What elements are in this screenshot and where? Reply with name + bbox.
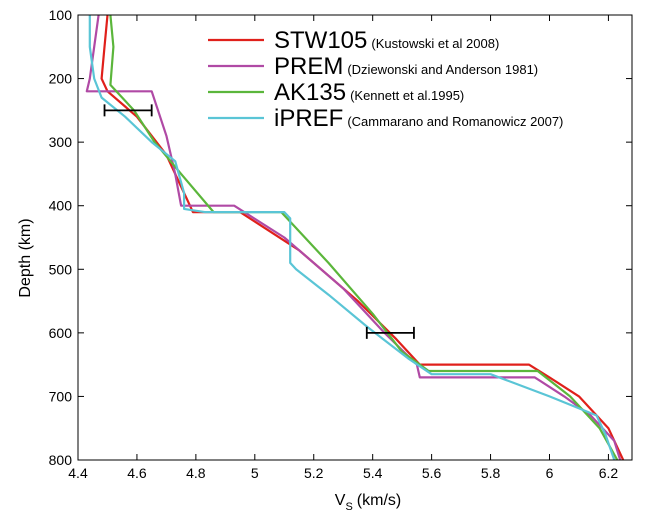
y-tick-label: 300 [49, 134, 73, 150]
legend-series-name: AK135 [274, 79, 346, 106]
series-line-ak135 [109, 15, 619, 460]
x-tick-label: 6 [546, 465, 554, 481]
y-tick-label: 700 [49, 388, 73, 404]
legend-series-name: PREM [274, 53, 343, 80]
series-line-prem [85, 15, 622, 460]
error-bar-1 [103, 104, 153, 117]
error-bar-layer [103, 104, 415, 339]
legend-series-reference: (Dziewonski and Anderson 1981) [347, 62, 538, 77]
series-line-stw105 [100, 15, 625, 460]
legend-series-name: iPREF [274, 105, 343, 132]
series-layer [85, 15, 625, 460]
x-axis-label-symbol: V [335, 492, 346, 509]
x-tick-label: 5.4 [363, 465, 383, 481]
series-line-ipref [88, 15, 616, 460]
x-axis-label: VS (km/s) [335, 492, 401, 513]
legend-entry-stw105: STW105 (Kustowski et al 2008) [208, 27, 499, 54]
x-tick-label: 4.8 [186, 465, 206, 481]
y-tick-label: 800 [49, 452, 73, 468]
y-tick-label: 600 [49, 325, 73, 341]
x-tick-label: 6.2 [599, 465, 619, 481]
legend-label: iPREF (Cammarano and Romanowicz 2007) [274, 105, 563, 132]
plot-frame [77, 14, 633, 461]
x-axis-label-subscript: S [345, 501, 352, 513]
y-tick-label: 400 [49, 198, 73, 214]
y-tick-label: 200 [49, 71, 73, 87]
y-tick-label: 100 [49, 7, 73, 23]
legend-entry-prem: PREM (Dziewonski and Anderson 1981) [208, 53, 538, 80]
legend-entry-ak135: AK135 (Kennett et al.1995) [208, 79, 464, 106]
x-tick-label: 5.2 [304, 465, 324, 481]
legend-series-reference: (Cammarano and Romanowicz 2007) [347, 114, 563, 129]
tick-layer: 4.4 4.6 4.8 5 5.2 5.4 5.6 5.8 6 6.2 100 200 300 400 50… [49, 7, 632, 481]
x-tick-label: 4.6 [127, 465, 147, 481]
legend-label: STW105 (Kustowski et al 2008) [274, 27, 499, 54]
x-tick-label: 5 [251, 465, 259, 481]
legend-label: AK135 (Kennett et al.1995) [274, 79, 464, 106]
legend-series-name: STW105 [274, 27, 367, 54]
x-tick-label: 5.8 [481, 465, 501, 481]
x-tick-label: 5.6 [422, 465, 442, 481]
y-axis-label: Depth (km) [17, 218, 34, 297]
legend-series-reference: (Kustowski et al 2008) [371, 36, 499, 51]
y-tick-label: 500 [49, 261, 73, 277]
legend: STW105 (Kustowski et al 2008) PREM (Dziewon… [208, 27, 563, 132]
legend-series-reference: (Kennett et al.1995) [350, 88, 464, 103]
legend-label: PREM (Dziewonski and Anderson 1981) [274, 53, 538, 80]
error-bar-2 [365, 326, 415, 339]
x-tick-label: 4.4 [68, 465, 88, 481]
legend-entry-ipref: iPREF (Cammarano and Romanowicz 2007) [208, 105, 563, 132]
x-axis-label-unit: (km/s) [357, 492, 401, 509]
